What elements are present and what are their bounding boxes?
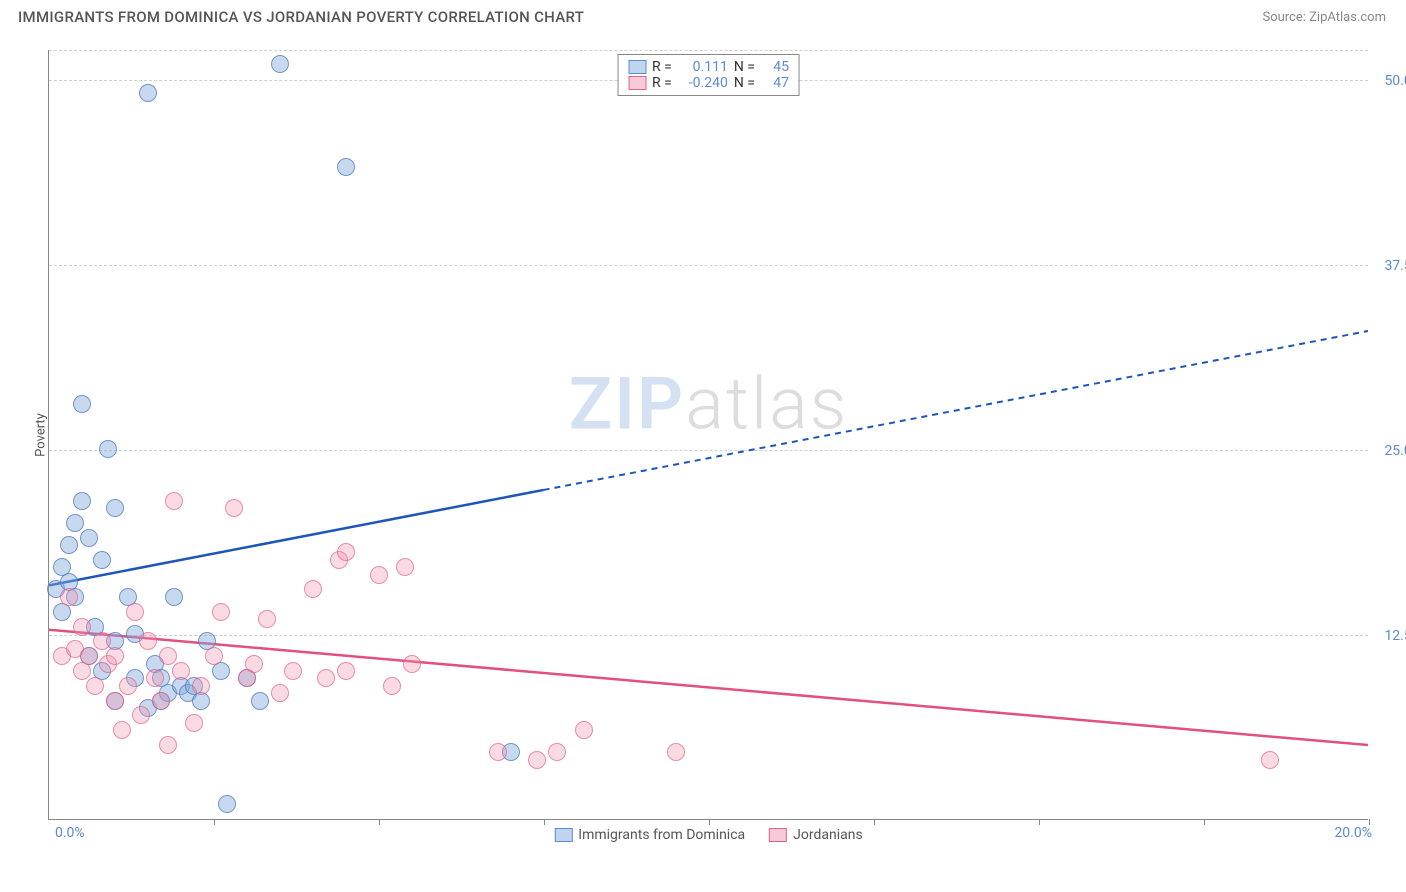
y-tick-label: 25.0%	[1384, 443, 1406, 459]
y-tick-label: 37.5%	[1384, 258, 1406, 274]
data-point	[126, 603, 144, 621]
legend-label-2: Jordanians	[793, 827, 863, 843]
data-point	[245, 655, 263, 673]
data-point	[139, 632, 157, 650]
source-attribution: Source: ZipAtlas.com	[1262, 10, 1386, 25]
data-point	[113, 721, 131, 739]
data-point	[271, 684, 289, 702]
data-point	[60, 588, 78, 606]
gridline: 25.0%	[49, 450, 1368, 451]
data-point	[60, 536, 78, 554]
data-point	[575, 721, 593, 739]
data-point	[370, 566, 388, 584]
data-point	[489, 743, 507, 761]
data-point	[225, 499, 243, 517]
data-point	[93, 632, 111, 650]
data-point	[165, 492, 183, 510]
correlation-legend: R = 0.111 N = 45 R = -0.240 N = 47	[617, 54, 800, 96]
x-origin-label: 0.0%	[55, 825, 85, 841]
data-point	[80, 529, 98, 547]
data-point	[119, 677, 137, 695]
legend-swatch-pink	[628, 76, 646, 90]
trend-lines	[49, 50, 1368, 819]
data-point	[383, 677, 401, 695]
watermark: ZIPatlas	[569, 361, 849, 446]
legend-swatch-blue	[628, 60, 646, 74]
data-point	[317, 669, 335, 687]
data-point	[73, 492, 91, 510]
data-point	[106, 692, 124, 710]
data-point	[667, 743, 685, 761]
legend-swatch-pink-icon	[769, 828, 787, 842]
data-point	[304, 580, 322, 598]
legend-label-1: Immigrants from Dominica	[578, 827, 745, 843]
data-point	[218, 795, 236, 813]
legend-row-series-1: R = 0.111 N = 45	[628, 59, 789, 75]
legend-swatch-blue-icon	[554, 828, 572, 842]
y-tick-label: 50.0%	[1384, 73, 1406, 89]
data-point	[66, 514, 84, 532]
data-point	[251, 692, 269, 710]
y-axis-label: Poverty	[33, 413, 48, 457]
data-point	[132, 706, 150, 724]
data-point	[73, 395, 91, 413]
data-point	[93, 551, 111, 569]
series-legend: Immigrants from Dominica Jordanians	[554, 827, 862, 843]
data-point	[146, 669, 164, 687]
data-point	[548, 743, 566, 761]
data-point	[212, 603, 230, 621]
x-tick	[874, 819, 875, 825]
scatter-chart: Poverty 12.5%25.0%37.5%50.0% 0.0% 20.0% …	[48, 50, 1368, 820]
data-point	[159, 647, 177, 665]
data-point	[192, 677, 210, 695]
x-max-label: 20.0%	[1334, 825, 1372, 841]
data-point	[337, 543, 355, 561]
data-point	[271, 55, 289, 73]
gridline: 37.5%	[49, 265, 1368, 266]
x-tick	[1039, 819, 1040, 825]
data-point	[73, 618, 91, 636]
data-point	[99, 440, 117, 458]
data-point	[106, 499, 124, 517]
data-point	[172, 662, 190, 680]
legend-row-series-2: R = -0.240 N = 47	[628, 75, 789, 91]
x-tick	[214, 819, 215, 825]
data-point	[528, 751, 546, 769]
x-tick	[544, 819, 545, 825]
data-point	[106, 647, 124, 665]
data-point	[258, 610, 276, 628]
data-point	[139, 84, 157, 102]
data-point	[403, 655, 421, 673]
chart-title: IMMIGRANTS FROM DOMINICA VS JORDANIAN PO…	[18, 8, 584, 26]
data-point	[396, 558, 414, 576]
x-tick	[379, 819, 380, 825]
data-point	[165, 588, 183, 606]
y-tick-label: 12.5%	[1384, 628, 1406, 644]
data-point	[284, 662, 302, 680]
data-point	[185, 714, 203, 732]
data-point	[337, 158, 355, 176]
data-point	[337, 662, 355, 680]
data-point	[152, 692, 170, 710]
data-point	[80, 647, 98, 665]
data-point	[159, 736, 177, 754]
x-tick	[709, 819, 710, 825]
data-point	[1261, 751, 1279, 769]
x-tick	[1204, 819, 1205, 825]
data-point	[86, 677, 104, 695]
data-point	[205, 647, 223, 665]
gridline: 12.5%	[49, 635, 1368, 636]
